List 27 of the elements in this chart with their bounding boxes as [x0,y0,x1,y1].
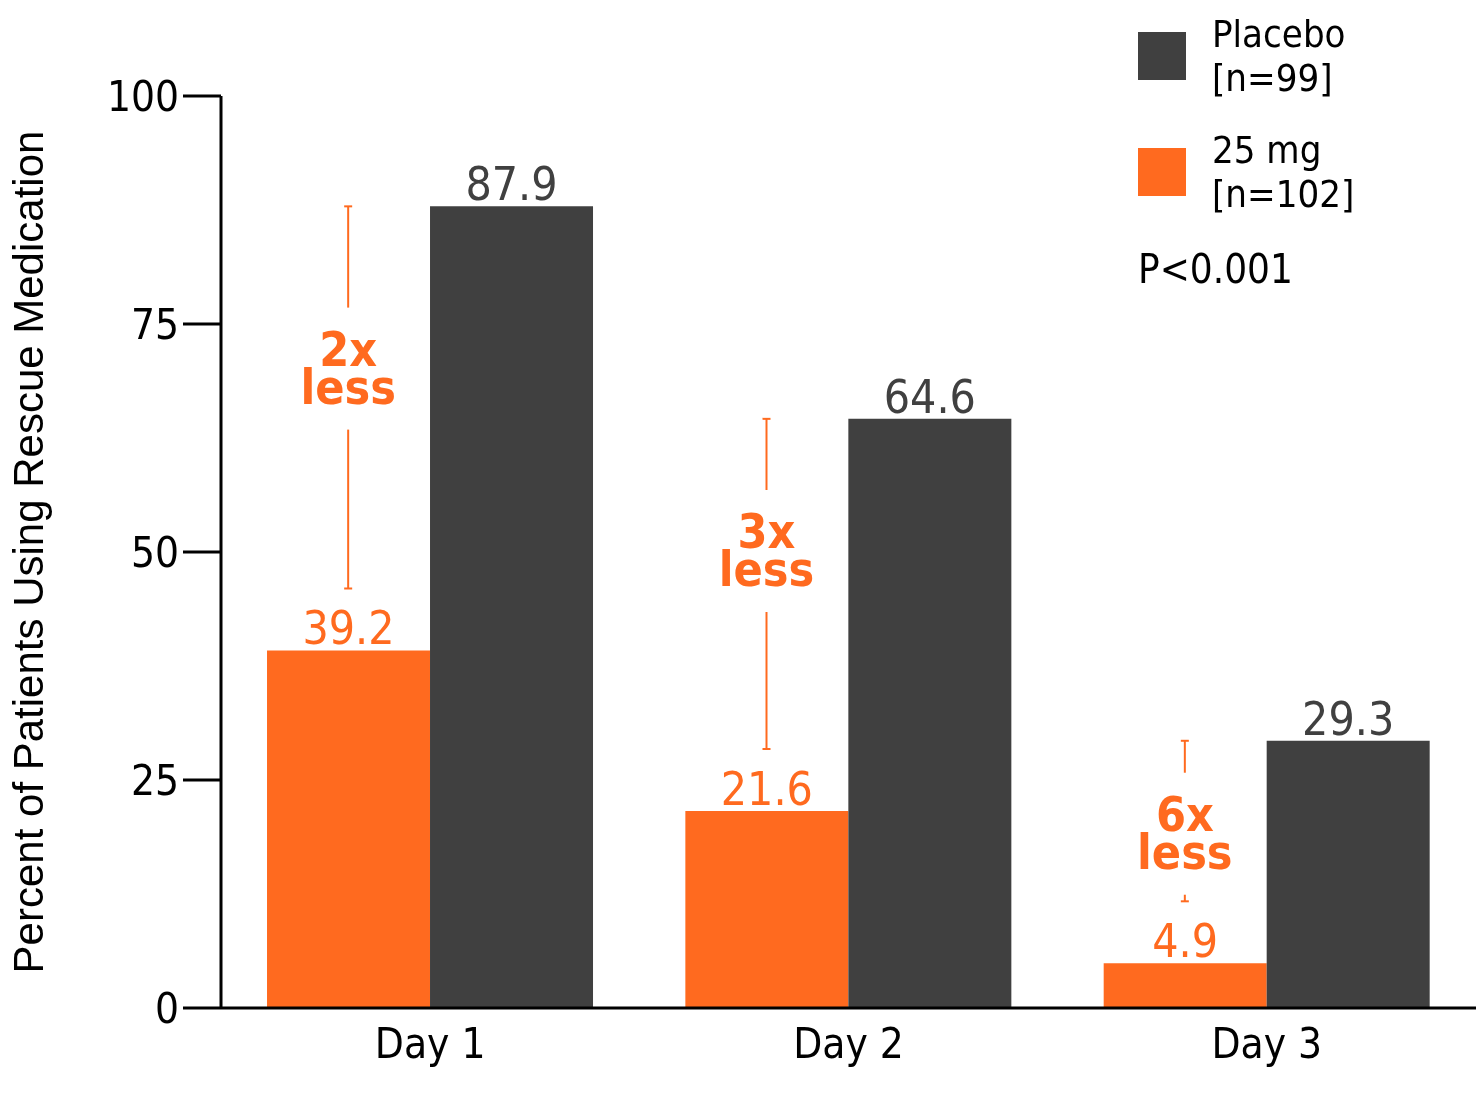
bar [267,650,431,1008]
legend-label: 25 mg [n=102] [1212,128,1356,216]
bar [685,811,849,1008]
y-tick-label: 100 [106,71,179,121]
annotation: 2x less [300,320,396,415]
y-tick-label: 75 [130,299,179,349]
y-tick-label: 50 [130,527,179,577]
data-label: 29.3 [1302,691,1395,746]
data-label: 39.2 [302,601,395,656]
bar [848,418,1012,1008]
bar [430,206,594,1008]
x-tick-label: Day 2 [793,1018,904,1068]
bar [1103,963,1267,1008]
data-label: 4.9 [1152,914,1219,969]
y-tick-label: 0 [154,983,179,1033]
data-label: 87.9 [465,157,558,212]
legend-label: Placebo [n=99] [1212,12,1347,100]
x-tick-label: Day 3 [1211,1018,1323,1068]
annotation: 6x less [1137,785,1233,880]
y-axis-title: Percent of Patients Using Rescue Medication [4,130,52,974]
data-label: 64.6 [883,369,976,424]
bar [1266,740,1430,1008]
x-tick-label: Day 1 [374,1018,486,1068]
y-tick-label: 25 [130,755,179,805]
data-label: 21.6 [720,762,813,817]
annotation: 3x less [718,503,815,597]
annotation: P<0.001 [1138,246,1294,292]
